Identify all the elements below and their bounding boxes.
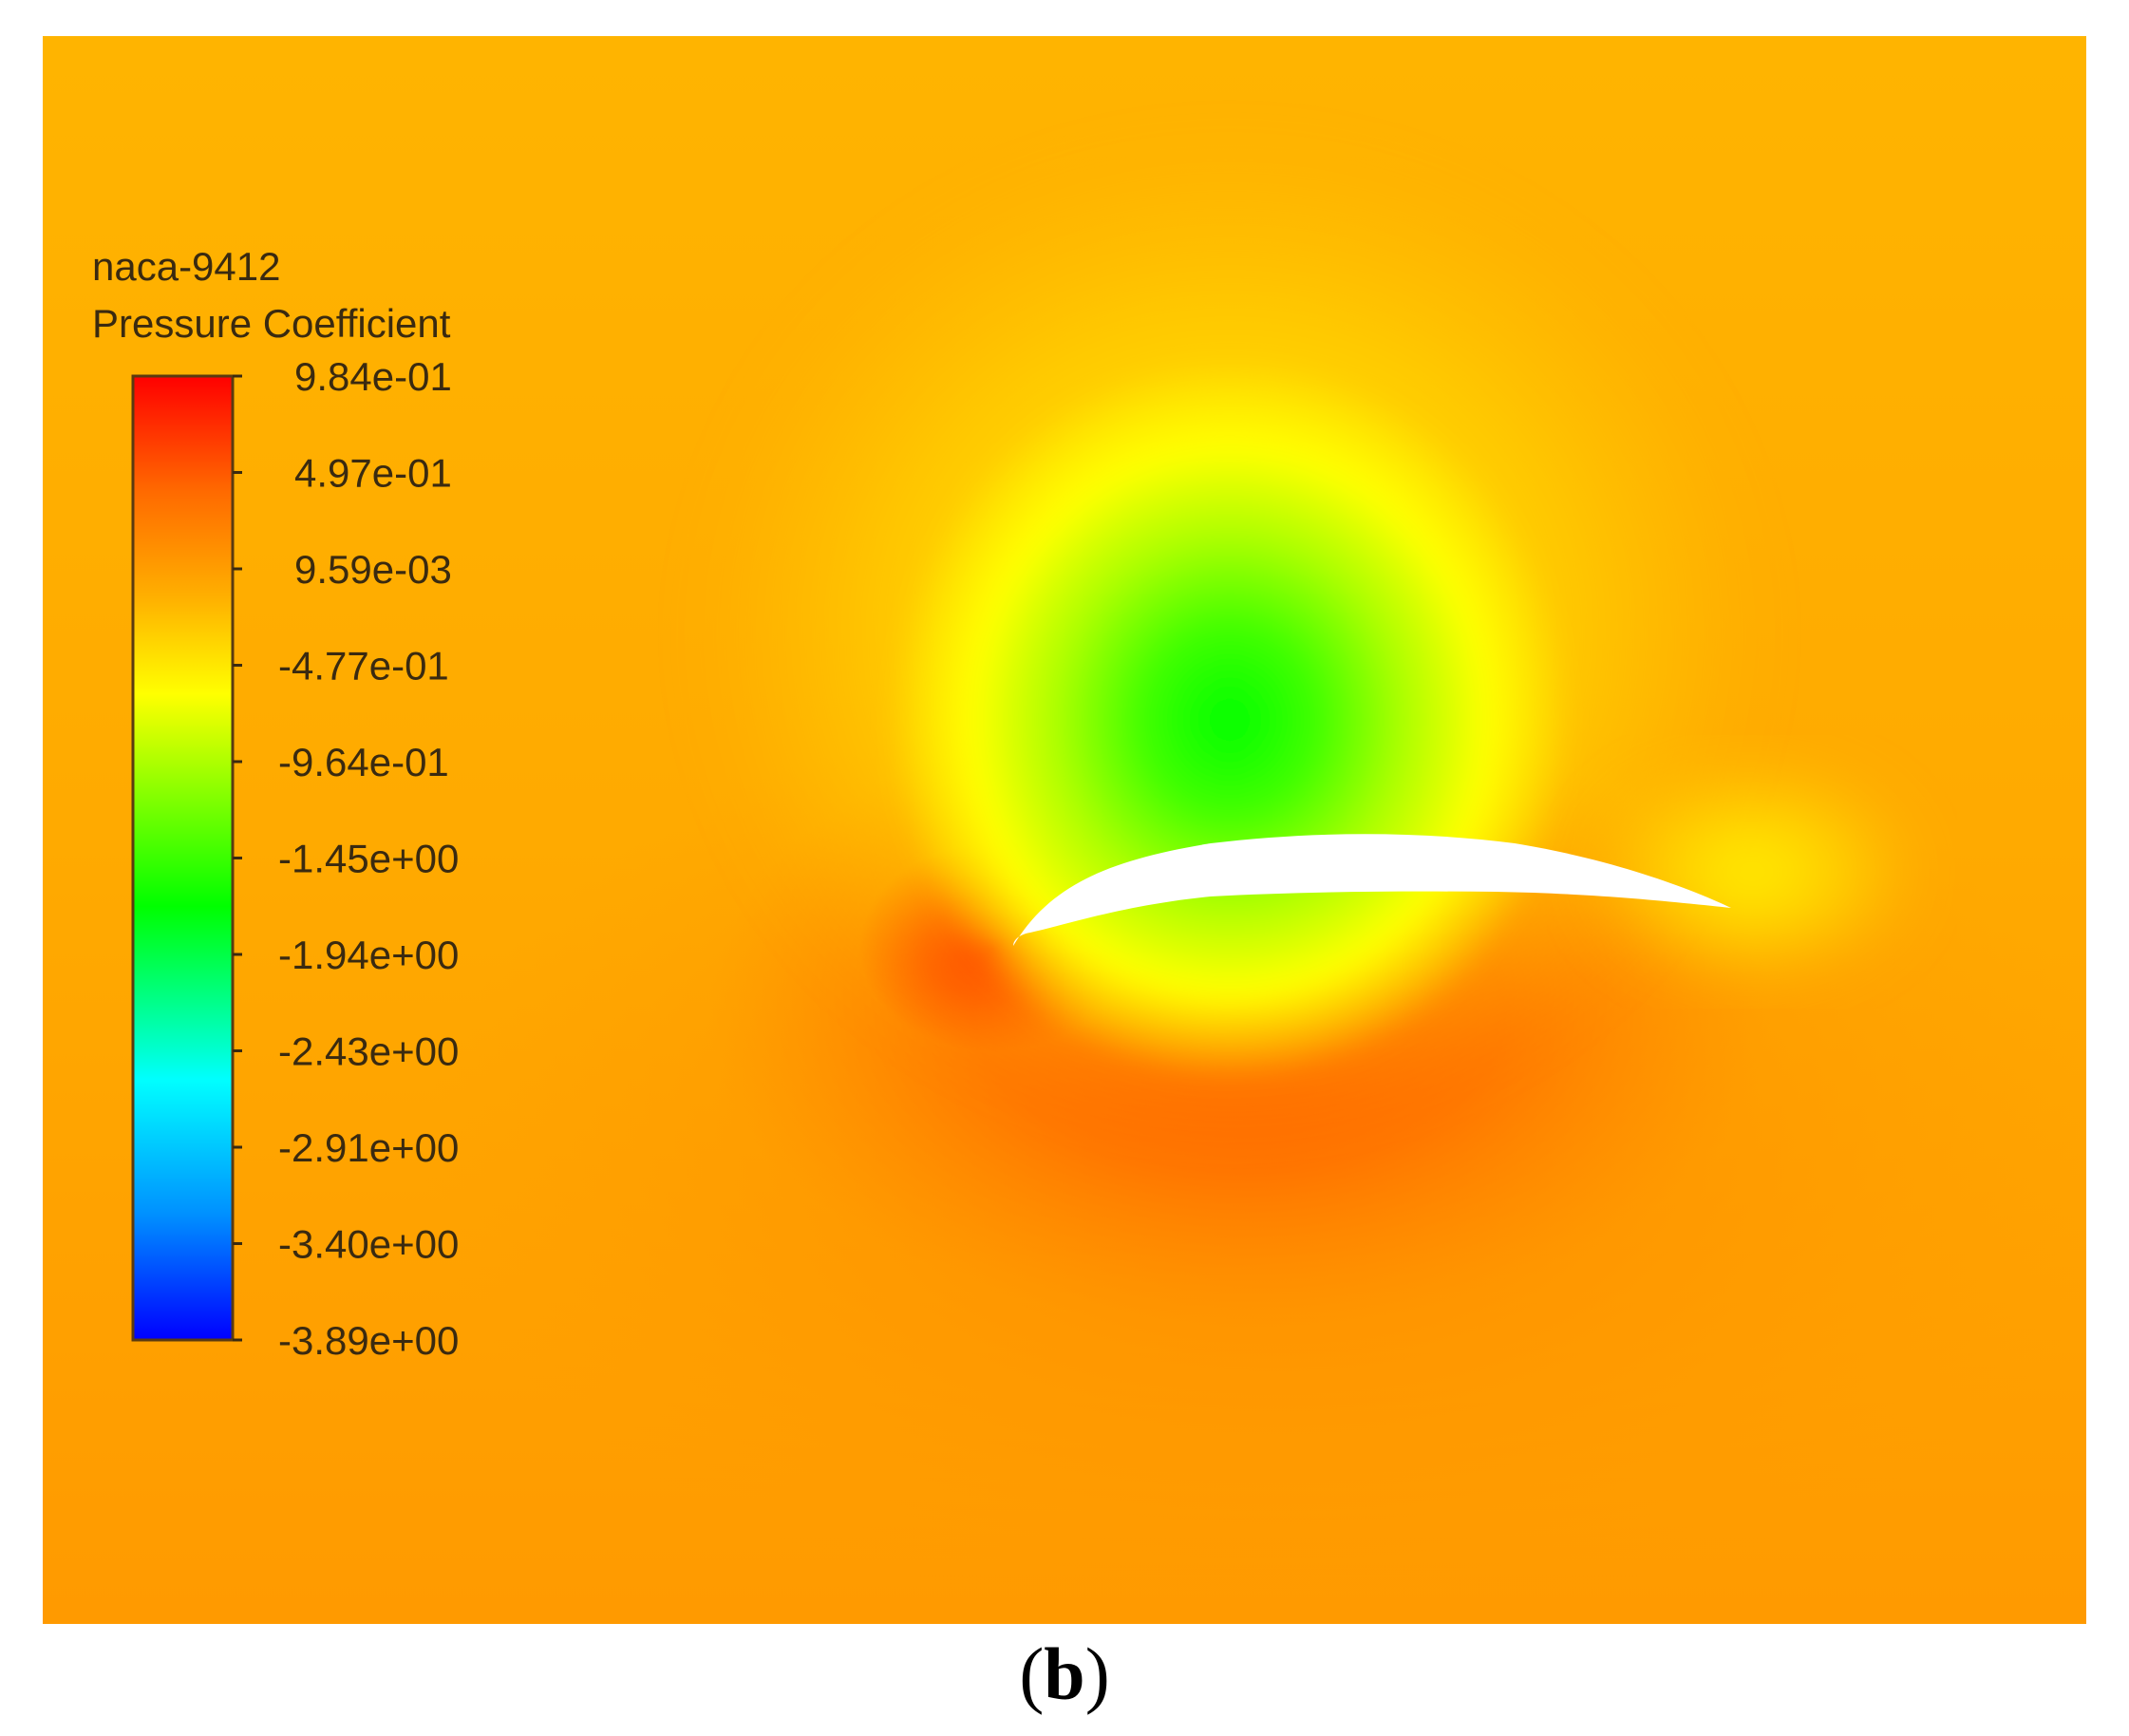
legend-title-line2: Pressure Coefficient	[92, 301, 451, 346]
legend-tick-label: -2.91e+00	[278, 1125, 459, 1170]
legend-tick-label: 9.84e-01	[294, 354, 452, 399]
caption-label: b	[1044, 1632, 1085, 1715]
legend-tick-label: -1.94e+00	[278, 933, 459, 977]
trailing-edge-halo	[1581, 758, 1923, 986]
contour-svg: naca-9412 Pressure Coefficient 9.84e-01 4…	[43, 36, 2086, 1624]
legend-tick-label: -9.64e-01	[278, 740, 449, 784]
caption-open: (	[1019, 1632, 1045, 1715]
legend-tick-label: -3.40e+00	[278, 1222, 459, 1267]
suction-side-region	[888, 359, 1572, 1081]
legend-tick-label: 9.59e-03	[294, 547, 452, 592]
pressure-contour-plot: naca-9412 Pressure Coefficient 9.84e-01 4…	[43, 36, 2086, 1624]
airfoil-naca-9412	[1013, 834, 1731, 946]
caption-close: )	[1084, 1632, 1110, 1715]
legend: naca-9412 Pressure Coefficient 9.84e-01 4…	[92, 244, 459, 1363]
legend-tick-label: 4.97e-01	[294, 451, 452, 496]
legend-ticks: 9.84e-01 4.97e-01 9.59e-03 -4.77e-01 -9.64e-…	[233, 354, 459, 1363]
legend-colorbar	[131, 374, 235, 1342]
legend-tick-label: -4.77e-01	[278, 644, 449, 689]
legend-tick-label: -1.45e+00	[278, 837, 459, 881]
figure-caption: (b)	[0, 1632, 2129, 1717]
legend-tick-label: -3.89e+00	[278, 1318, 459, 1363]
legend-tick-label: -2.43e+00	[278, 1029, 459, 1074]
legend-title-line1: naca-9412	[92, 244, 281, 289]
